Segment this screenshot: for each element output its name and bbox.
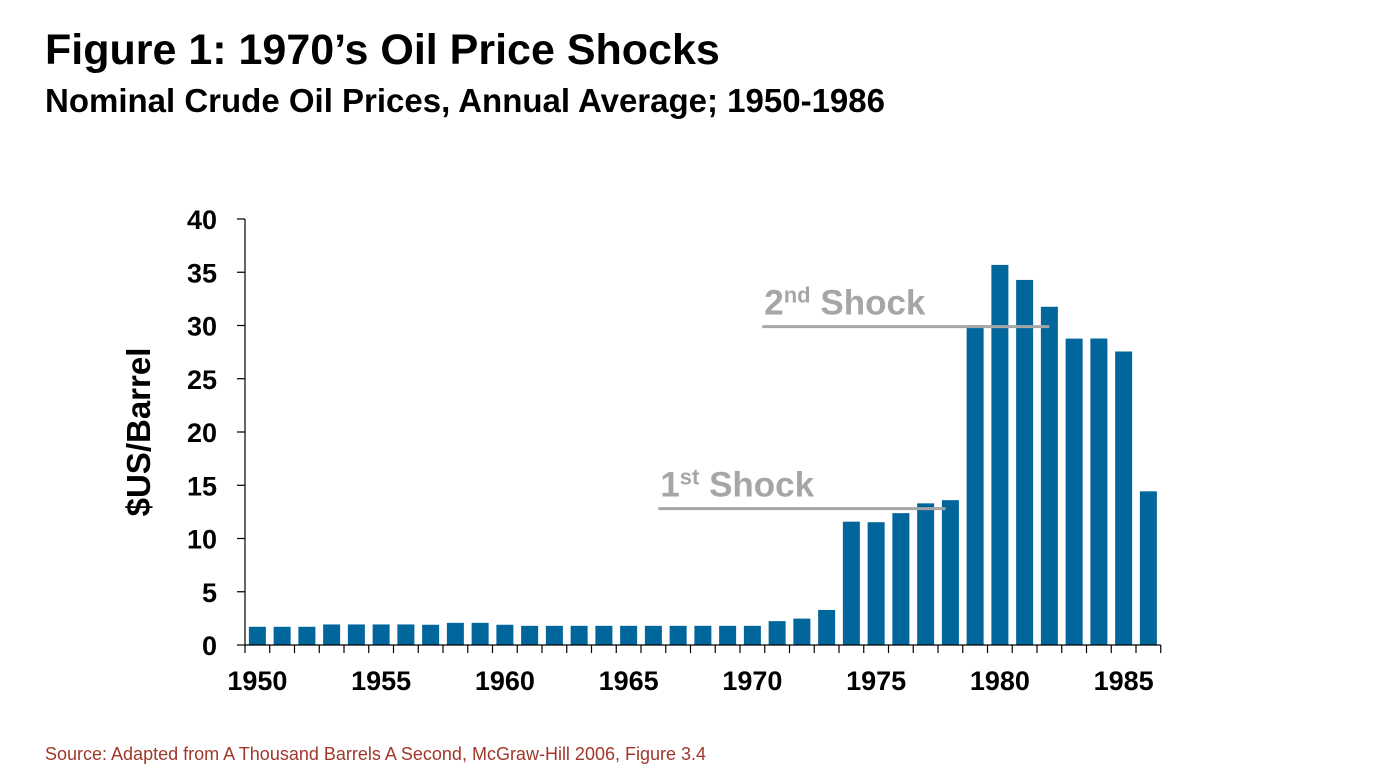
- bar-1977: [917, 503, 935, 645]
- axes: 0 5 10 15 20 25 30 35 40 1950 1955 1960 1965 1970 1975…: [187, 205, 1162, 696]
- bar-1967: [669, 625, 687, 645]
- y-tick-label-0: 0: [202, 631, 217, 661]
- y-tick-label-35: 35: [187, 258, 217, 288]
- x-tick-label-1980: 1980: [970, 666, 1030, 696]
- bar-1980: [991, 264, 1009, 645]
- chart-title: Figure 1: 1970’s Oil Price Shocks: [45, 26, 720, 74]
- bar-1981: [1016, 279, 1034, 645]
- bar-1974: [842, 521, 860, 645]
- x-tick-label-1960: 1960: [475, 666, 535, 696]
- bar-1973: [818, 609, 836, 645]
- source-note: Source: Adapted from A Thousand Barrels …: [45, 744, 707, 764]
- bar-1958: [446, 622, 464, 645]
- bar-1960: [496, 624, 514, 645]
- chart-subtitle: Nominal Crude Oil Prices, Annual Average…: [45, 82, 885, 119]
- bar-1968: [694, 625, 712, 645]
- bar-1971: [768, 621, 786, 645]
- bar-1965: [620, 625, 638, 645]
- bar-1952: [298, 626, 316, 645]
- bar-1953: [323, 624, 341, 645]
- annotations: 1st Shock 2nd Shock: [658, 283, 1050, 511]
- x-tick-label-1955: 1955: [351, 666, 411, 696]
- bar-1969: [719, 625, 737, 645]
- y-axis-label: $US/Barrel: [120, 348, 157, 517]
- x-tick-label-1975: 1975: [846, 666, 906, 696]
- bar-1955: [372, 624, 390, 645]
- bar-1961: [521, 625, 539, 645]
- y-tick-label-5: 5: [202, 578, 217, 608]
- bar-1979: [966, 325, 984, 645]
- bar-1956: [397, 624, 415, 645]
- shock-label-2: 2nd Shock: [764, 283, 926, 323]
- bar-1959: [471, 622, 489, 645]
- bar-1975: [867, 522, 885, 645]
- y-tick-label-40: 40: [187, 205, 217, 235]
- y-tick-label-20: 20: [187, 418, 217, 448]
- x-tick-label-1985: 1985: [1094, 666, 1154, 696]
- bar-1951: [273, 626, 291, 645]
- bar-1985: [1115, 351, 1133, 645]
- x-tick-label-1970: 1970: [722, 666, 782, 696]
- y-tick-label-10: 10: [187, 525, 217, 555]
- bar-1972: [793, 618, 811, 645]
- bar-1954: [347, 624, 365, 645]
- bar-1962: [545, 625, 563, 645]
- bar-1950: [248, 626, 266, 645]
- y-tick-label-25: 25: [187, 365, 217, 395]
- bar-1976: [892, 513, 910, 645]
- bar-1984: [1090, 338, 1108, 645]
- x-tick-label-1965: 1965: [599, 666, 659, 696]
- bar-1963: [570, 625, 588, 645]
- y-tick-label-15: 15: [187, 471, 217, 501]
- bar-1982: [1040, 306, 1058, 645]
- shock-label-1: 1st Shock: [660, 465, 814, 505]
- bar-1970: [743, 625, 761, 645]
- bar-1964: [595, 625, 613, 645]
- bar-1957: [422, 624, 440, 645]
- bar-1986: [1139, 491, 1157, 645]
- bar-1983: [1065, 338, 1083, 645]
- bar-1978: [941, 500, 959, 645]
- x-tick-label-1950: 1950: [227, 666, 287, 696]
- bar-1966: [644, 625, 662, 645]
- y-tick-label-30: 30: [187, 312, 217, 342]
- bar-series: [248, 264, 1157, 645]
